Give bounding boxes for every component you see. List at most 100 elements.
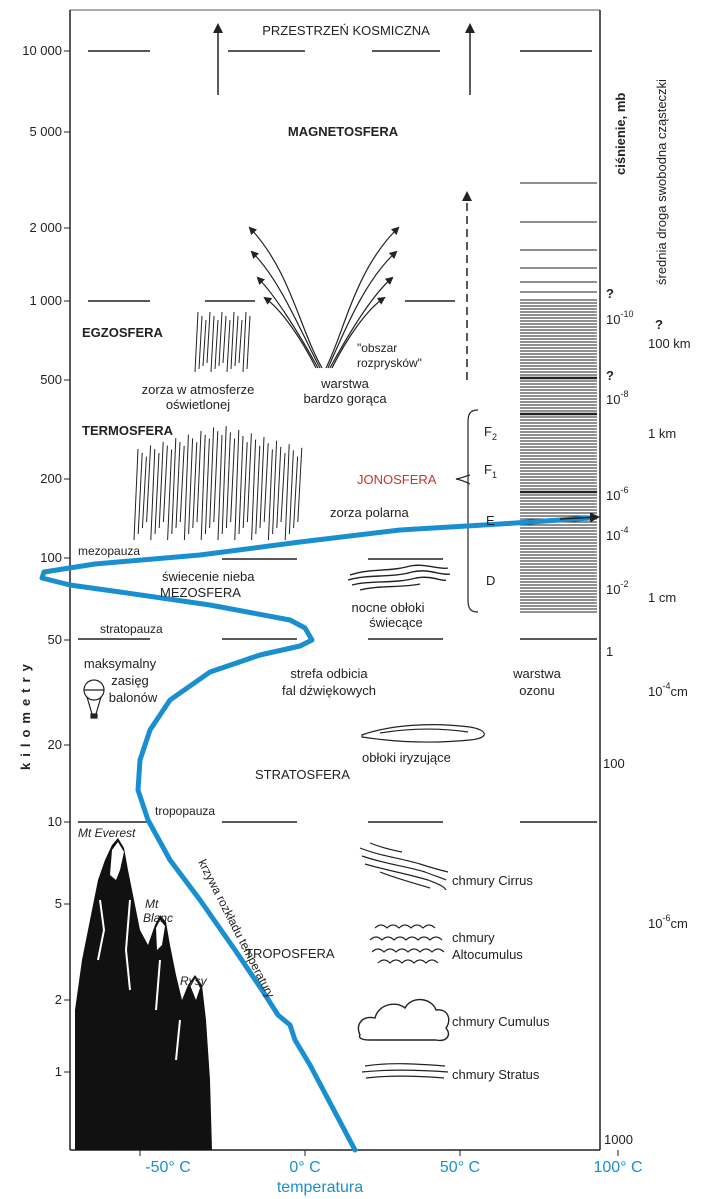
pressure-question: ? <box>606 368 614 383</box>
x-axis: -50° C 0° C 50° C 100° C temperatura <box>139 1150 643 1196</box>
x-tick: -50° C <box>145 1159 191 1176</box>
pressure-tick: 100 <box>603 756 625 771</box>
label-exosphere: EGZOSFERA <box>82 325 164 340</box>
aurora-ray <box>200 434 206 541</box>
aurora-ray <box>226 319 231 373</box>
aurora-ray <box>171 438 177 535</box>
annot-nacreous: obłoki iryzujące <box>362 750 451 765</box>
aurora-ray <box>146 445 152 523</box>
label-thermosphere: TERMOSFERA <box>82 423 174 438</box>
cumulus-cloud <box>357 998 450 1042</box>
aurora-ray <box>251 439 257 541</box>
label-rysy: Rysy <box>180 974 208 988</box>
ionosphere-bracket <box>455 409 479 613</box>
aurora-ray <box>214 319 219 370</box>
aurora-ray <box>246 433 252 523</box>
aurora-ray <box>154 452 160 535</box>
annot-cumulus: chmury Cumulus <box>452 1014 550 1029</box>
aurora-ray <box>137 452 143 535</box>
annot-sound-reflection: fal dźwiękowych <box>282 683 376 698</box>
annot-stratus: chmury Stratus <box>452 1067 540 1082</box>
aurora-ray <box>194 311 199 373</box>
aurora-ray <box>221 426 227 535</box>
aurora-ray <box>198 315 203 370</box>
space-arrows <box>213 23 475 380</box>
aurora-ray <box>222 315 227 364</box>
y-axis-label: kilometry <box>18 658 33 770</box>
annot-airglow: świecenie nieba <box>162 569 255 584</box>
aurora-ray <box>206 311 211 364</box>
aurora-ray <box>167 449 173 541</box>
label-troposphere: TROPOSFERA <box>245 946 335 961</box>
aurora-ray <box>242 311 247 373</box>
pressure-scale: ciśnienie, mb średnia droga swobodna czą… <box>603 79 691 1147</box>
annot-curve-label: krzywa rozkładu temperatury <box>195 857 277 1000</box>
annot-hot-layer: bardzo gorąca <box>303 391 387 406</box>
y-tick: 50 <box>48 632 62 647</box>
aurora-ray <box>284 444 290 541</box>
pressure-tick: 10-6 <box>606 485 628 503</box>
aurora-ray <box>217 434 223 541</box>
label-mont-blanc: Mt <box>145 897 159 911</box>
aurora-ray <box>196 430 202 523</box>
aurora-ray <box>276 446 282 529</box>
x-axis-label: temperatura <box>277 1179 363 1196</box>
annot-ozone: ozonu <box>519 683 554 698</box>
aurora-ray <box>230 311 235 370</box>
aurora-ray <box>263 443 269 523</box>
annot-splash: rozprysków" <box>357 356 422 370</box>
free-path-tick: 10-6cm <box>648 913 688 931</box>
annot-altocumulus: chmury <box>452 930 495 945</box>
aurora-ray <box>204 438 210 535</box>
label-stratopause: stratopauza <box>100 622 163 636</box>
aurora-ray <box>209 427 215 529</box>
aurora-ray <box>141 456 147 529</box>
cirrus-clouds <box>359 842 449 891</box>
aurora-ray <box>255 445 261 535</box>
aurora-rays <box>133 311 303 541</box>
label-mesosphere: MEZOSFERA <box>160 585 241 600</box>
aurora-ray <box>267 449 273 541</box>
annot-cirrus: chmury Cirrus <box>452 873 533 888</box>
pressure-tick: 10-2 <box>606 579 628 597</box>
label-mont-blanc: Blanc <box>143 911 173 925</box>
free-path-tick: 1 cm <box>648 590 676 605</box>
label-layer-d: D <box>486 573 495 588</box>
annot-altocumulus: Altocumulus <box>452 947 523 962</box>
free-path-title: średnia droga swobodna cząsteczki <box>654 79 669 285</box>
aurora-ray <box>218 311 223 367</box>
label-layer-f1: F1 <box>484 462 497 480</box>
annot-balloon: maksymalny <box>84 656 157 671</box>
free-path-question: ? <box>655 317 663 332</box>
label-layer-f2: F2 <box>484 424 497 442</box>
label-stratosphere: STRATOSFERA <box>255 767 350 782</box>
annot-balloon: zasięg <box>111 673 149 688</box>
aurora-ray <box>175 441 181 529</box>
aurora-ray <box>133 448 139 541</box>
aurora-ray <box>272 440 278 535</box>
stratus-cloud <box>361 1063 449 1079</box>
aurora-ray <box>230 438 236 523</box>
aurora-ray <box>225 432 231 529</box>
y-tick: 100 <box>40 550 62 565</box>
nacreous-clouds <box>361 724 485 743</box>
label-ionosphere: JONOSFERA <box>357 472 437 487</box>
curve-arrow <box>559 512 600 523</box>
label-layer-e: E <box>486 513 495 528</box>
aurora-ray <box>238 319 243 364</box>
x-tick: 50° C <box>440 1159 480 1176</box>
aurora-ray <box>293 456 299 529</box>
aurora-ray <box>210 315 215 373</box>
aurora-ray <box>150 449 156 541</box>
aurora-ray <box>202 319 207 367</box>
balloon-icon <box>83 679 105 719</box>
label-mesopause: mezopauza <box>78 544 140 558</box>
y-tick: 2 <box>55 992 62 1007</box>
y-tick: 2 000 <box>29 220 62 235</box>
annot-aurora-polar: zorza polarna <box>330 505 410 520</box>
aurora-ray <box>280 452 286 523</box>
aurora-ray <box>188 438 194 535</box>
y-tick: 200 <box>40 471 62 486</box>
aurora-ray <box>259 436 265 529</box>
aurora-ray <box>234 315 239 367</box>
